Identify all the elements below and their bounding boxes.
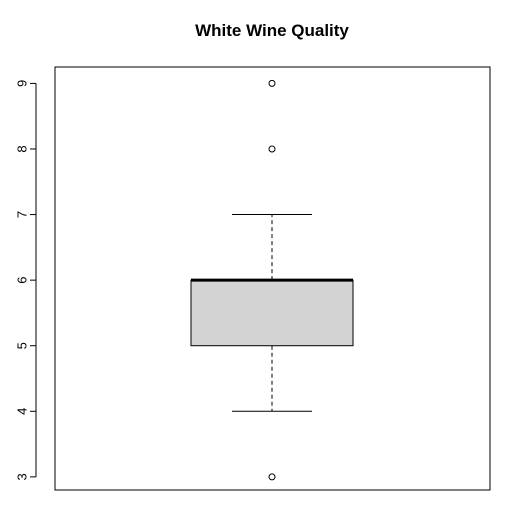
outlier-point xyxy=(268,79,276,87)
y-tick-label: 4 xyxy=(15,408,30,415)
outlier-point xyxy=(268,145,276,153)
y-tick-label: 7 xyxy=(15,211,30,218)
y-tick-label: 5 xyxy=(15,342,30,349)
iqr-box xyxy=(190,279,354,347)
y-tick-label: 3 xyxy=(15,473,30,480)
y-axis: 3 4 5 6 7 8 9 xyxy=(15,80,37,481)
outlier-point xyxy=(268,473,276,481)
y-tick-label: 8 xyxy=(15,145,30,152)
box-plot-marks xyxy=(190,79,354,481)
plot-frame xyxy=(54,66,491,491)
chart-title: White Wine Quality xyxy=(195,21,349,40)
y-tick-label: 6 xyxy=(15,277,30,284)
y-tick-label: 9 xyxy=(15,80,30,87)
